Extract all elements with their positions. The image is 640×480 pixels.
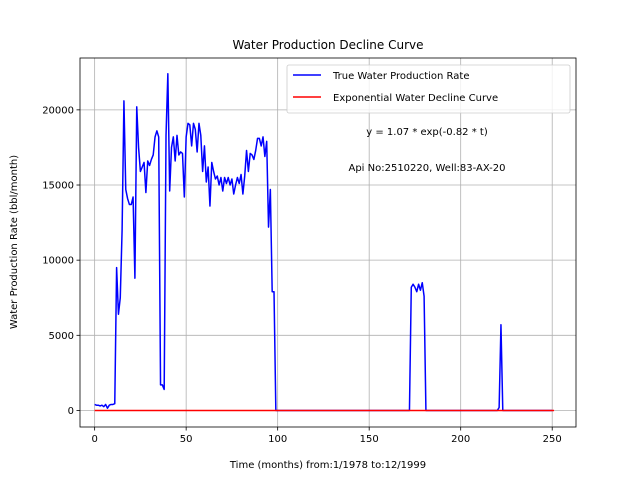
x-tick-label: 150	[360, 434, 379, 445]
axis-ticks: 0 50 100 150 200 250 0 5000 10000 15000 20000	[42, 105, 562, 445]
y-tick-label: 5000	[49, 331, 74, 342]
plot-frame	[79, 57, 577, 428]
x-tick-label: 250	[543, 434, 562, 445]
legend-label-true-rate: True Water Production Rate	[332, 71, 469, 82]
legend-box	[286, 64, 571, 114]
equation-annotation: y = 1.07 * exp(-0.82 * t)	[366, 127, 488, 138]
legend-label-exponential: Exponential Water Decline Curve	[333, 93, 498, 104]
y-tick-label: 0	[68, 406, 74, 417]
y-tick-label: 10000	[42, 256, 74, 267]
y-tick-label: 15000	[42, 181, 74, 192]
well-info-annotation: Api No:2510220, Well:83-AX-20	[348, 163, 505, 174]
x-tick-label: 100	[268, 434, 287, 445]
x-axis-label: Time (months) from:1/1978 to:12/1999	[229, 460, 426, 471]
x-tick-label: 0	[91, 434, 97, 445]
y-tick-label: 20000	[42, 105, 74, 116]
chart-title: Water Production Decline Curve	[232, 38, 423, 52]
legend: True Water Production Rate Exponential W…	[286, 64, 571, 114]
y-axis-label: Water Production Rate (bbl/month)	[9, 155, 20, 329]
series-layer	[94, 73, 555, 412]
x-tick-label: 200	[451, 434, 470, 445]
x-tick-label: 50	[180, 434, 193, 445]
